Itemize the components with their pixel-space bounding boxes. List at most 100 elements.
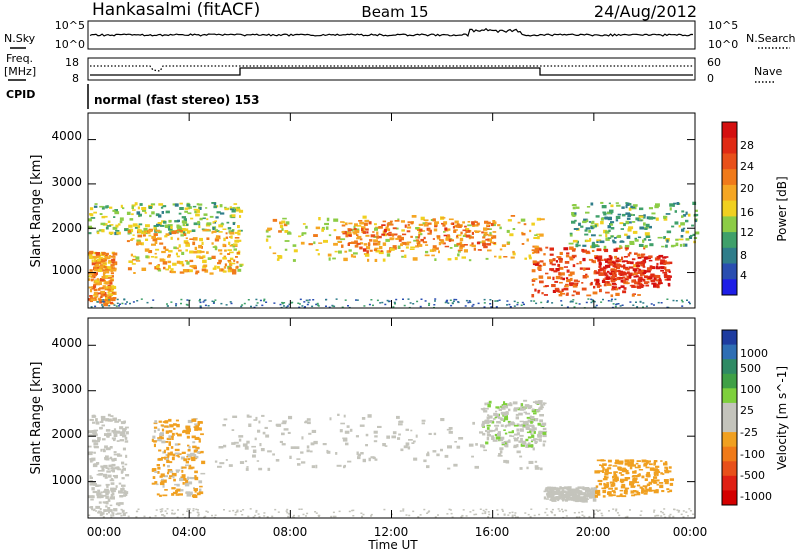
power-cell [434, 298, 437, 300]
velocity-cell [152, 476, 156, 479]
power-cell [190, 217, 194, 220]
power-cell [183, 240, 189, 244]
velocity-cell [462, 509, 465, 511]
power-cell [432, 218, 436, 222]
velocity-cell [595, 485, 599, 488]
velocity-cell [560, 491, 565, 496]
power-cell [348, 249, 352, 252]
power-cell [482, 236, 486, 239]
velocity-cell [614, 474, 618, 478]
velocity-cell [348, 510, 351, 513]
velocity-cell [180, 456, 185, 460]
power-cell [454, 220, 459, 224]
power-cell [603, 283, 607, 287]
power-cell [233, 203, 238, 205]
velocity-cell [562, 510, 564, 513]
power-cell [506, 229, 510, 233]
power-cell [507, 241, 511, 244]
freq-label-2: [MHz] [4, 65, 36, 78]
velocity-cell [115, 513, 118, 515]
velocity-cell [256, 460, 260, 462]
power-cell [594, 306, 597, 308]
velocity-cell [542, 434, 547, 438]
power-cell [590, 202, 594, 206]
velocity-cell [426, 465, 430, 469]
power-cell [162, 259, 166, 262]
velocity-cell [481, 423, 485, 427]
power-cell [333, 229, 337, 232]
power-cell [185, 249, 188, 252]
velocity-cell [218, 446, 224, 449]
power-cell [333, 242, 338, 246]
velocity-cell [552, 491, 556, 495]
velocity-cell [640, 510, 643, 512]
velocity-cell [105, 493, 109, 496]
velocity-colorbar-segment [722, 344, 737, 360]
power-cell [400, 250, 405, 252]
power-cell [202, 301, 205, 303]
power-cell [105, 297, 110, 300]
power-cell [516, 301, 519, 304]
velocity-cell [518, 412, 523, 416]
power-cell [552, 289, 557, 293]
power-cell [688, 301, 691, 303]
velocity-cell [507, 514, 510, 516]
power-cell [165, 233, 170, 236]
power-cell [555, 289, 560, 292]
velocity-cell [373, 440, 378, 443]
power-cell [232, 243, 238, 246]
velocity-cell [370, 515, 372, 517]
power-cell [595, 304, 598, 307]
velocity-cell [344, 430, 350, 434]
velocity-cell [198, 427, 202, 431]
power-cell [649, 266, 655, 268]
velocity-cell [530, 416, 535, 420]
velocity-cell [638, 469, 644, 471]
power-cell [176, 255, 180, 258]
power-cell [401, 236, 404, 241]
velocity-cell [611, 494, 616, 497]
velocity-cell [610, 481, 615, 484]
velocity-cell [121, 468, 124, 471]
power-cell [542, 262, 546, 266]
power-cell [141, 232, 146, 235]
velocity-cell [631, 475, 635, 478]
power-cell [639, 301, 642, 303]
velocity-cell [188, 454, 192, 458]
power-cell [577, 280, 580, 283]
velocity-cell [103, 464, 108, 468]
power-cell [632, 221, 636, 223]
velocity-cell [491, 421, 495, 424]
power-cell [341, 224, 346, 227]
power-cell [613, 248, 618, 252]
velocity-cell [233, 441, 239, 444]
power-cell [151, 211, 155, 215]
velocity-cell [176, 423, 180, 428]
velocity-cell [97, 489, 101, 493]
velocity-cell [676, 509, 679, 511]
velocity-cell [188, 467, 193, 470]
velocity-cell [586, 495, 590, 498]
velocity-cell [568, 488, 571, 492]
velocity-cell [137, 508, 140, 510]
power-cell [178, 212, 182, 215]
velocity-cell [544, 511, 547, 514]
velocity-cell [483, 449, 487, 452]
velocity-cell [513, 433, 518, 436]
velocity-cell [645, 460, 650, 464]
velocity-cell [644, 486, 647, 489]
velocity-cell [105, 490, 110, 494]
power-cell [594, 270, 597, 274]
velocity-cell [624, 462, 630, 466]
power-cell [378, 235, 382, 239]
velocity-cell [169, 470, 174, 473]
power-cell [575, 291, 580, 295]
velocity-cell [123, 491, 129, 495]
velocity-cell [91, 508, 94, 511]
velocity-cell [572, 489, 576, 493]
power-cell [185, 237, 188, 240]
velocity-cell [601, 514, 604, 517]
velocity-colorbar-segment [722, 402, 737, 418]
power-cell [157, 230, 162, 234]
power-cell [98, 229, 103, 232]
